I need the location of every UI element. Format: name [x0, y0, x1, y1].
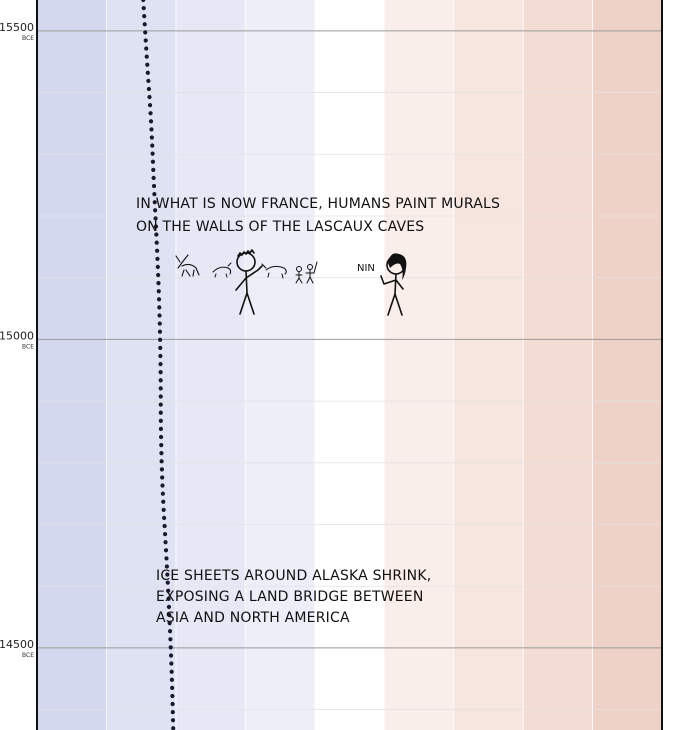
temperature-band	[523, 0, 593, 730]
tick-label: 15500	[0, 21, 34, 34]
temperature-bands	[37, 0, 662, 730]
temperature-band	[106, 0, 176, 730]
annotation-line: ON THE WALLS OF THE LASCAUX CAVES	[136, 219, 424, 235]
tick-era-label: BCE	[22, 343, 34, 350]
temperature-band	[37, 0, 107, 730]
annotation-line: ICE SHEETS AROUND ALASKA SHRINK,	[156, 568, 431, 584]
annotation-line: EXPOSING A LAND BRIDGE BETWEEN	[156, 589, 424, 605]
temperature-band	[384, 0, 454, 730]
stick-figure-painter	[235, 249, 263, 315]
cave-animal-drawing	[212, 262, 232, 278]
cave-people-drawing	[295, 261, 318, 284]
tick-era-label: BCE	[22, 652, 34, 659]
alaska-annotation: ICE SHEETS AROUND ALASKA SHRINK, EXPOSIN…	[156, 568, 431, 626]
cave-animal-drawing	[261, 263, 287, 279]
stick-figure-woman: NIN	[357, 253, 407, 316]
temperature-band	[453, 0, 524, 730]
temperature-band	[592, 0, 662, 730]
lascaux-annotation: IN WHAT IS NOW FRANCE, HUMANS PAINT MURA…	[136, 196, 500, 235]
lascaux-illustration: NIN	[175, 249, 407, 316]
cave-animal-drawing	[175, 254, 200, 277]
temperature-line-path	[141, 0, 176, 730]
tick-label: 15000	[0, 329, 34, 342]
annotation-line: ASIA AND NORTH AMERICA	[156, 610, 350, 626]
temperature-band	[175, 0, 246, 730]
tick-era-label: BCE	[22, 35, 34, 42]
gridlines	[37, 30, 662, 711]
temperature-band	[314, 0, 385, 730]
annotation-line: IN WHAT IS NOW FRANCE, HUMANS PAINT MURA…	[136, 196, 500, 212]
speech-text: NIN	[357, 263, 375, 274]
tick-label: 14500	[0, 638, 34, 651]
temperature-band	[245, 0, 315, 730]
